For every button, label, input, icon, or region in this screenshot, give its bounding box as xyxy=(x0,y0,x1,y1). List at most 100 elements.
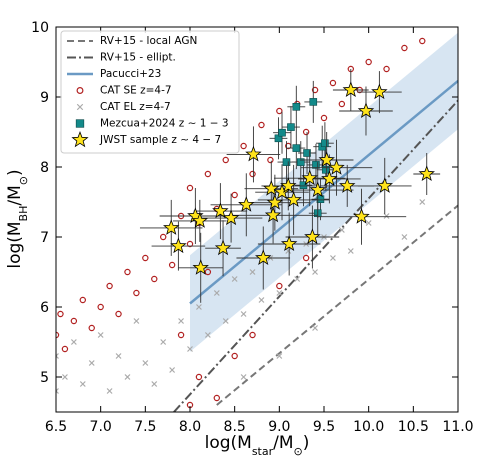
point xyxy=(170,237,187,254)
legend-label: Pacucci+23 xyxy=(100,68,161,80)
point xyxy=(213,394,220,402)
point xyxy=(365,220,372,226)
x-tick-label: 9.5 xyxy=(313,419,335,435)
point xyxy=(282,158,291,166)
point xyxy=(303,149,311,157)
point xyxy=(342,81,360,97)
point xyxy=(294,276,301,282)
legend-label: CAT SE z=4-7 xyxy=(100,85,172,97)
point xyxy=(151,275,158,283)
frame xyxy=(55,26,459,413)
point xyxy=(62,374,68,380)
point xyxy=(347,248,354,254)
data-layer xyxy=(56,32,458,412)
point xyxy=(196,304,202,310)
point xyxy=(56,353,59,359)
point xyxy=(309,181,326,198)
point xyxy=(79,381,86,387)
y-tick-label: 10 xyxy=(31,20,49,36)
x-tick-label: 10.0 xyxy=(353,419,384,435)
y-tick-label: 9 xyxy=(40,90,49,106)
point xyxy=(330,255,336,261)
label-part: BH xyxy=(17,206,30,222)
point xyxy=(57,310,64,318)
point xyxy=(133,318,140,324)
point xyxy=(287,123,295,131)
point xyxy=(312,325,318,331)
point xyxy=(299,181,308,189)
legend-swatch xyxy=(76,87,84,94)
point xyxy=(328,159,345,175)
point xyxy=(240,311,247,317)
point xyxy=(115,310,122,318)
point xyxy=(320,114,328,122)
point xyxy=(321,139,329,147)
point xyxy=(276,353,283,359)
point xyxy=(338,227,345,233)
label-part: ) xyxy=(303,433,310,453)
point xyxy=(280,235,298,251)
point xyxy=(312,269,318,275)
point xyxy=(302,254,310,262)
label-part: ⊙ xyxy=(17,176,30,185)
point xyxy=(88,324,95,332)
point xyxy=(249,269,256,275)
point xyxy=(266,194,284,210)
point xyxy=(160,339,167,345)
legend-label: Mezcua+2024 z ∼ 1 − 3 xyxy=(100,118,229,130)
point xyxy=(97,332,104,338)
trend-line xyxy=(173,99,458,412)
point xyxy=(204,332,211,338)
legend-swatch xyxy=(76,103,84,111)
label-part: log(M xyxy=(5,221,25,268)
point xyxy=(97,303,104,311)
y-tick-label: 6 xyxy=(40,300,49,316)
point xyxy=(304,228,321,244)
point xyxy=(70,317,78,325)
point xyxy=(245,145,262,162)
y-axis-label: log(MBH/M⊙) xyxy=(5,169,30,268)
y-tick-label: 5 xyxy=(40,370,49,386)
point xyxy=(240,142,247,150)
point xyxy=(258,121,265,129)
point xyxy=(278,128,286,137)
point xyxy=(106,282,113,290)
legend-label: RV+15 - ellipt. xyxy=(100,52,176,64)
point xyxy=(301,169,318,186)
point xyxy=(212,202,229,219)
point xyxy=(204,268,212,276)
point xyxy=(280,177,297,193)
point xyxy=(296,158,305,166)
point xyxy=(263,180,280,196)
point xyxy=(353,208,370,224)
point xyxy=(292,103,301,111)
point xyxy=(302,128,310,136)
point xyxy=(238,196,255,212)
point xyxy=(231,352,238,360)
point xyxy=(357,102,375,118)
point xyxy=(159,233,167,241)
point xyxy=(192,259,209,275)
point xyxy=(214,239,232,256)
point xyxy=(418,165,435,181)
x-tick-label: 11.0 xyxy=(442,419,473,435)
label-part: star xyxy=(252,445,274,457)
point xyxy=(222,209,240,226)
legend-box xyxy=(60,30,240,154)
label-part: log(M xyxy=(205,433,252,453)
x-tick-label: 8.5 xyxy=(224,419,246,435)
point xyxy=(339,177,356,193)
y-tick-label: 8 xyxy=(40,160,49,176)
point xyxy=(61,345,69,353)
point xyxy=(419,37,426,45)
point xyxy=(383,213,390,219)
point xyxy=(186,240,194,248)
point xyxy=(151,381,158,387)
legend: RV+15 - local AGN RV+15 - ellipt. Pacucci+… xyxy=(60,30,240,154)
x-tick-label: 7.5 xyxy=(134,419,156,435)
point xyxy=(316,195,325,203)
point xyxy=(169,367,176,373)
point xyxy=(285,248,292,254)
legend-swatch xyxy=(71,130,89,148)
point xyxy=(178,318,184,324)
